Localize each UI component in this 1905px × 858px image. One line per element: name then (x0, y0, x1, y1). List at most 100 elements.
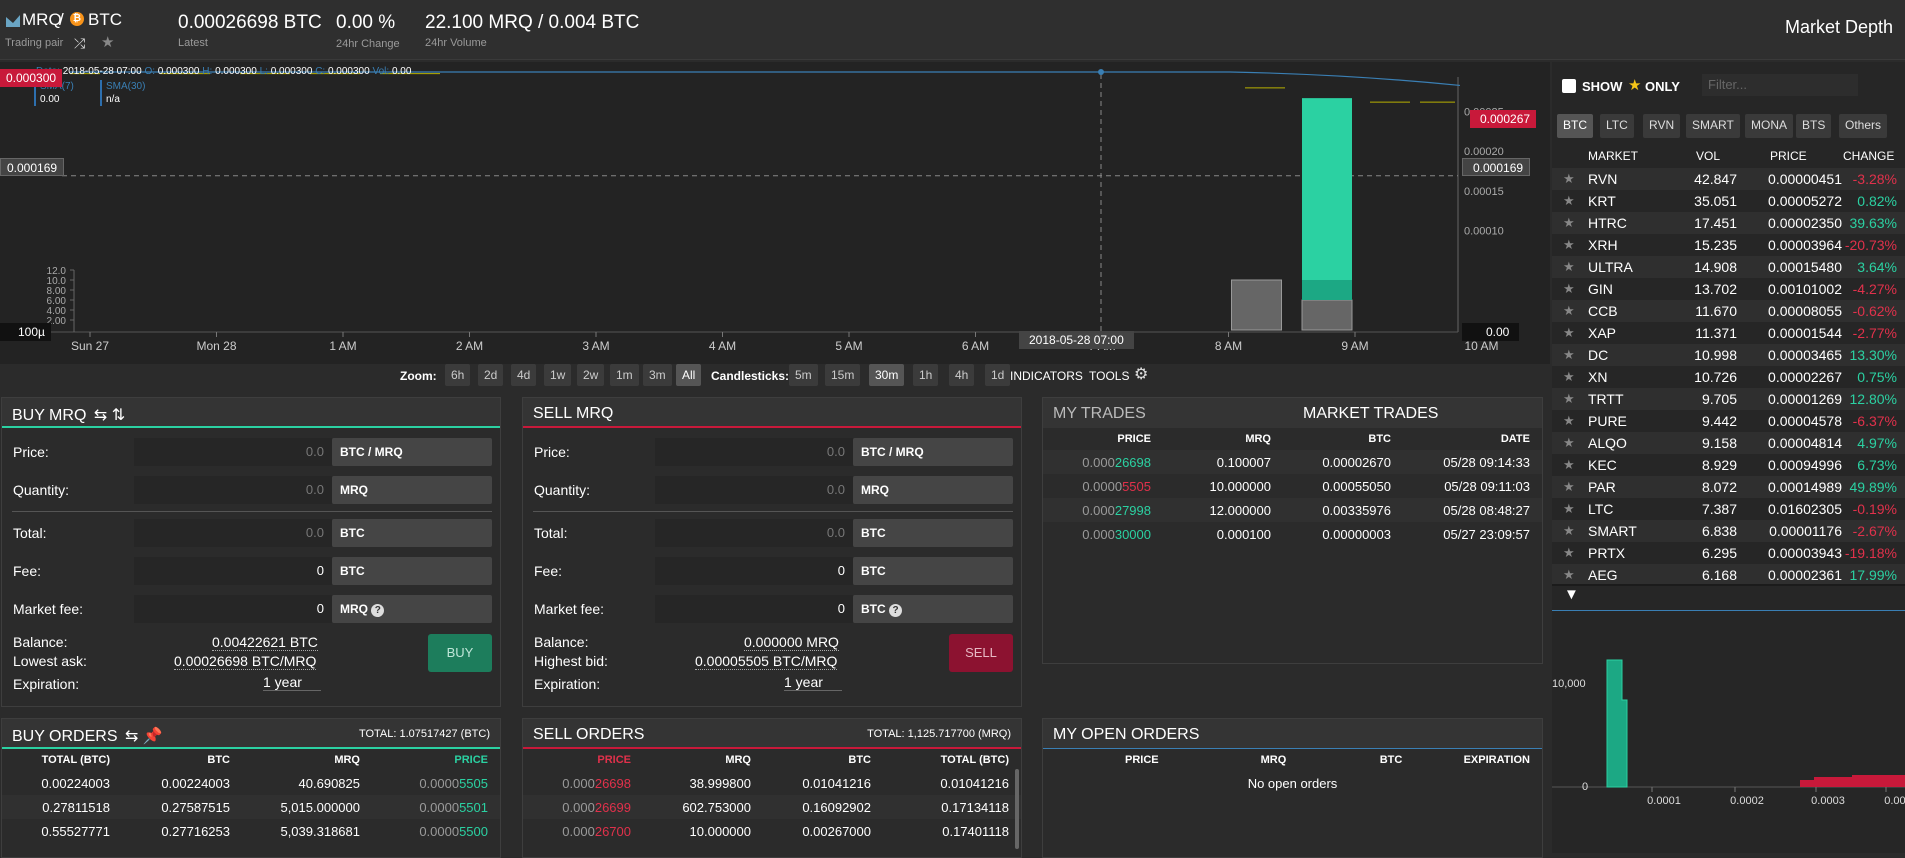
sell-order-row[interactable]: 0.00026698 38.999800 0.01041216 0.01041216 (523, 771, 1021, 795)
pair-quote[interactable]: BTC (88, 10, 122, 29)
market-star-icon[interactable]: ★ (1563, 457, 1575, 472)
buy-qty-input[interactable]: 0.0 (134, 476, 332, 504)
candle-option-1d[interactable]: 1d (985, 364, 1011, 386)
market-row[interactable]: ★ TRTT 9.705 0.00001269 12.80% (1552, 388, 1905, 410)
tools-button[interactable]: TOOLS (1089, 369, 1130, 383)
help-icon[interactable]: ? (889, 604, 903, 617)
market-tab-mona[interactable]: MONA (1745, 114, 1793, 138)
indicators-button[interactable]: INDICATORS (1010, 369, 1083, 383)
sell-order-row[interactable]: 0.00026699 602.753000 0.16092902 0.17134118 (523, 795, 1021, 819)
buy-order-row[interactable]: 0.00224003 0.00224003 40.690825 0.00005505 (2, 771, 500, 795)
help-icon[interactable]: ? (371, 604, 385, 617)
sell-order-row[interactable]: 0.00026700 10.000000 0.00267000 0.17401118 (523, 819, 1021, 843)
depth-chart[interactable]: 10,000 0 0.0001 0.0002 0.0003 0.000 (1552, 612, 1905, 853)
market-tab-others[interactable]: Others (1839, 114, 1888, 138)
collapse-icon[interactable]: ▼ (1564, 586, 1579, 603)
candle-option-15m[interactable]: 15m (825, 364, 861, 386)
sell-orders-scrollbar[interactable] (1015, 769, 1019, 849)
market-star-icon[interactable]: ★ (1563, 281, 1575, 296)
tab-market-trades[interactable]: MARKET TRADES (1303, 405, 1439, 422)
market-row[interactable]: ★ LTC 7.387 0.01602305 -0.19% (1552, 498, 1905, 520)
buy-exp-value[interactable]: 1 year (263, 674, 321, 691)
zoom-option-6h[interactable]: 6h (445, 364, 471, 386)
buy-button[interactable]: BUY (428, 634, 492, 672)
market-tab-btc[interactable]: BTC (1557, 114, 1593, 138)
sort-icon[interactable]: ⇅ (111, 407, 126, 424)
zoom-option-All[interactable]: All (676, 364, 702, 386)
market-star-icon[interactable]: ★ (1563, 215, 1575, 230)
market-row[interactable]: ★ PRTX 6.295 0.00003943 -19.18% (1552, 542, 1905, 564)
market-row[interactable]: ★ XN 10.726 0.00002267 0.75% (1552, 366, 1905, 388)
market-row[interactable]: ★ PURE 9.442 0.00004578 -6.37% (1552, 410, 1905, 432)
market-star-icon[interactable]: ★ (1563, 303, 1575, 318)
zoom-option-2w[interactable]: 2w (577, 364, 605, 386)
market-row[interactable]: ★ XAP 11.371 0.00001544 -2.77% (1552, 322, 1905, 344)
market-row[interactable]: ★ HTRC 17.451 0.00002350 39.63% (1552, 212, 1905, 234)
sell-total-input[interactable]: 0.0 (655, 519, 853, 547)
market-star-icon[interactable]: ★ (1563, 369, 1575, 384)
buy-order-row[interactable]: 0.27811518 0.27587515 5,015.000000 0.000055… (2, 795, 500, 819)
market-star-icon[interactable]: ★ (1563, 347, 1575, 362)
market-star-icon[interactable]: ★ (1563, 171, 1575, 186)
market-star-icon[interactable]: ★ (1563, 501, 1575, 516)
zoom-option-1w[interactable]: 1w (544, 364, 572, 386)
market-filter-input[interactable]: Filter... (1702, 74, 1858, 96)
zoom-option-4d[interactable]: 4d (511, 364, 537, 386)
market-star-icon[interactable]: ★ (1563, 259, 1575, 274)
candle-option-4h[interactable]: 4h (949, 364, 975, 386)
buy-price-input[interactable]: 0.0 (134, 438, 332, 466)
gear-icon[interactable]: ⚙ (1134, 366, 1149, 383)
swap-icon[interactable]: ⇆ (124, 728, 139, 745)
buy-ask-value[interactable]: 0.00026698 BTC/MRQ (174, 653, 317, 670)
zoom-option-3m[interactable]: 3m (643, 364, 672, 386)
sell-balance-value[interactable]: 0.000000 MRQ (744, 634, 839, 651)
market-star-icon[interactable]: ★ (1563, 567, 1575, 582)
market-tab-rvn[interactable]: RVN (1643, 114, 1681, 138)
market-star-icon[interactable]: ★ (1563, 479, 1575, 494)
sell-qty-input[interactable]: 0.0 (655, 476, 853, 504)
zoom-option-2d[interactable]: 2d (478, 364, 504, 386)
pin-icon[interactable]: 📌 (142, 728, 163, 745)
market-row[interactable]: ★ XRH 15.235 0.00003964 -20.73% (1552, 234, 1905, 256)
shuffle-icon[interactable]: ⤮ (74, 35, 86, 51)
mkt-col-market[interactable]: MARKET (1588, 149, 1639, 163)
candle-option-5m[interactable]: 5m (789, 364, 818, 386)
market-star-icon[interactable]: ★ (1563, 325, 1575, 340)
market-tab-ltc[interactable]: LTC (1600, 114, 1634, 138)
market-star-icon[interactable]: ★ (1563, 545, 1575, 560)
zoom-option-1m[interactable]: 1m (610, 364, 639, 386)
market-star-icon[interactable]: ★ (1563, 391, 1575, 406)
buy-order-row[interactable]: 0.55527771 0.27716253 5,039.318681 0.000055… (2, 819, 500, 843)
market-star-icon[interactable]: ★ (1563, 237, 1575, 252)
market-row[interactable]: ★ AEG 6.168 0.00002361 17.99% (1552, 564, 1905, 586)
mkt-col-price[interactable]: PRICE (1770, 149, 1807, 163)
sell-price-input[interactable]: 0.0 (655, 438, 853, 466)
market-row[interactable]: ★ ULTRA 14.908 0.00015480 3.64% (1552, 256, 1905, 278)
market-row[interactable]: ★ SMART 6.838 0.00001176 -2.67% (1552, 520, 1905, 542)
market-row[interactable]: ★ ALQO 9.158 0.00004814 4.97% (1552, 432, 1905, 454)
favorites-checkbox[interactable] (1562, 79, 1576, 93)
sell-button[interactable]: SELL (949, 634, 1013, 672)
buy-total-input[interactable]: 0.0 (134, 519, 332, 547)
sell-bid-value[interactable]: 0.00005505 BTC/MRQ (695, 653, 838, 670)
market-row[interactable]: ★ PAR 8.072 0.00014989 49.89% (1552, 476, 1905, 498)
mkt-col-change[interactable]: CHANGE (1843, 149, 1895, 163)
candle-option-1h[interactable]: 1h (913, 364, 939, 386)
market-tab-bts[interactable]: BTS (1796, 114, 1832, 138)
tab-my-trades[interactable]: MY TRADES (1053, 405, 1146, 422)
market-row[interactable]: ★ KEC 8.929 0.00094996 6.73% (1552, 454, 1905, 476)
star-icon[interactable]: ★ (101, 34, 115, 51)
market-star-icon[interactable]: ★ (1563, 413, 1575, 428)
market-row[interactable]: ★ RVN 42.847 0.00000451 -3.28% (1552, 168, 1905, 190)
mkt-col-vol[interactable]: VOL (1696, 149, 1721, 163)
market-row[interactable]: ★ CCB 11.670 0.00008055 -0.62% (1552, 300, 1905, 322)
market-row[interactable]: ★ DC 10.998 0.00003465 13.30% (1552, 344, 1905, 366)
candle-option-30m[interactable]: 30m (869, 364, 905, 386)
buy-balance-value[interactable]: 0.00422621 BTC (212, 634, 318, 651)
sell-exp-value[interactable]: 1 year (784, 674, 842, 691)
market-star-icon[interactable]: ★ (1563, 193, 1575, 208)
market-star-icon[interactable]: ★ (1563, 523, 1575, 538)
pair-base[interactable]: MRQ (22, 10, 62, 29)
